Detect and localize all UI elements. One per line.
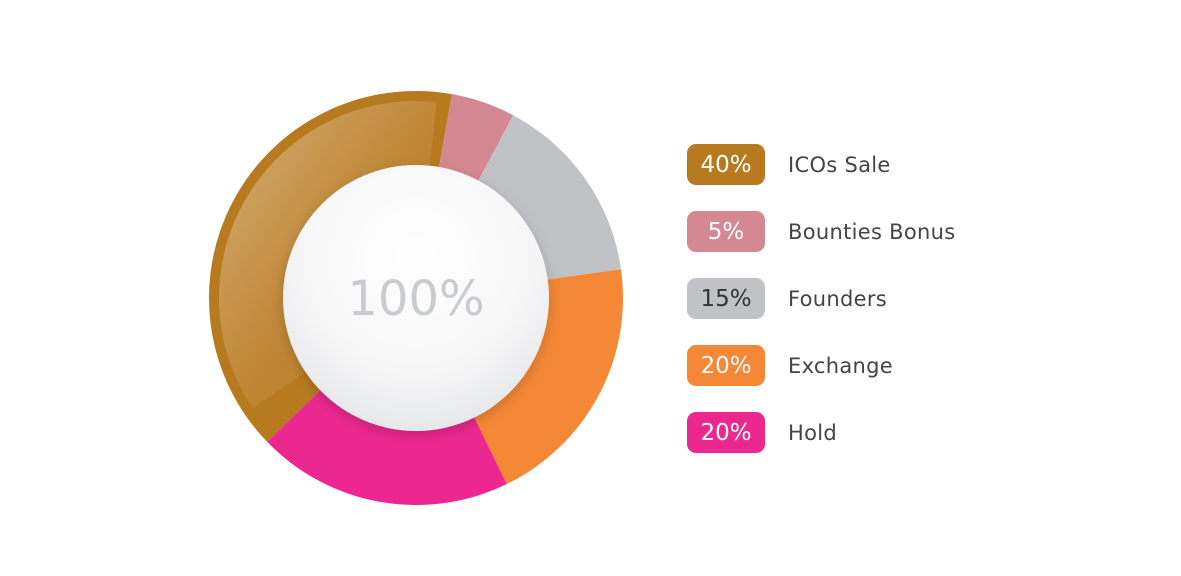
legend-item-hold: 20% Hold xyxy=(687,412,1107,453)
legend-label: Bounties Bonus xyxy=(788,219,956,244)
legend-value-badge: 5% xyxy=(687,211,765,252)
slice-bounties-bonus xyxy=(438,94,514,184)
center-total-label: 100% xyxy=(347,271,484,327)
legend-label: ICOs Sale xyxy=(788,152,891,177)
legend-value-badge: 20% xyxy=(687,412,765,453)
legend-item-bounties-bonus: 5% Bounties Bonus xyxy=(687,211,1107,252)
chart-legend: 40% ICOs Sale 5% Bounties Bonus 15% Founders 2… xyxy=(687,144,1107,479)
donut-sheen xyxy=(218,101,437,409)
slice-hold xyxy=(267,388,507,505)
legend-value-badge: 40% xyxy=(687,144,765,185)
legend-label: Hold xyxy=(788,420,838,445)
legend-item-exchange: 20% Exchange xyxy=(687,345,1107,386)
legend-item-icos-sale: 40% ICOs Sale xyxy=(687,144,1107,185)
legend-item-founders: 15% Founders xyxy=(687,278,1107,319)
slice-founders xyxy=(477,115,621,280)
legend-value-badge: 20% xyxy=(687,345,765,386)
legend-label: Exchange xyxy=(788,353,894,378)
slice-exchange xyxy=(472,269,623,485)
legend-value-badge: 15% xyxy=(687,278,765,319)
legend-label: Founders xyxy=(788,286,888,311)
donut-center-disc xyxy=(283,165,549,431)
